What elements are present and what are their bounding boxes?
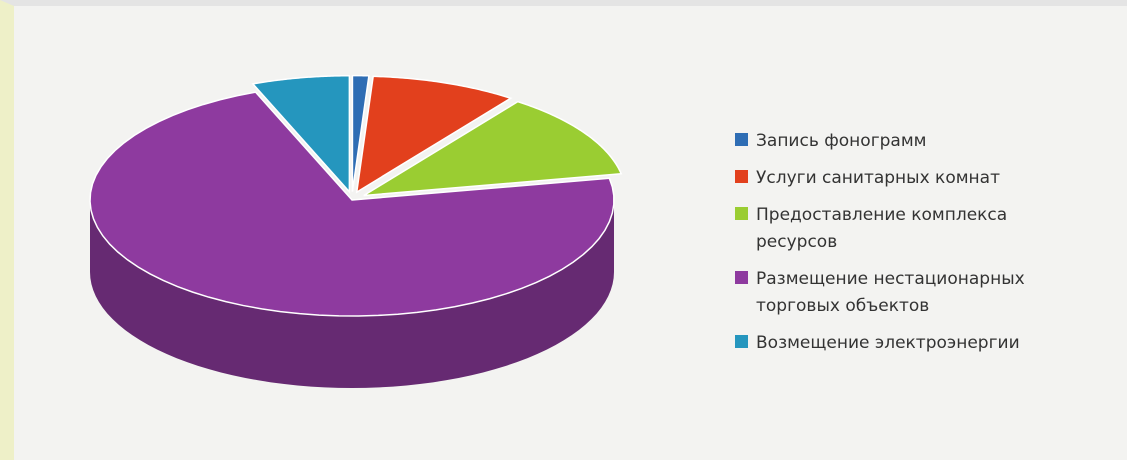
legend-item: Запись фонограмм [735, 128, 1085, 155]
pie-slice [351, 74, 370, 192]
legend-swatch [735, 271, 748, 284]
legend-label: Размещение нестационарных торговых объек… [756, 269, 1025, 316]
pie-side [90, 200, 614, 388]
legend-label: Услуги санитарных комнат [756, 168, 1000, 188]
pie-slice [89, 91, 615, 317]
legend-swatch [735, 335, 748, 348]
legend-swatch [735, 170, 748, 183]
pie-slice [363, 100, 623, 197]
pie-slice [251, 74, 351, 194]
legend-item: Предоставление комплекса ресурсов [735, 202, 1085, 256]
legend-swatch [735, 133, 748, 146]
legend-label: Возмещение электроэнергии [756, 333, 1020, 353]
legend-label: Предоставление комплекса ресурсов [756, 205, 1008, 252]
legend-item: Услуги санитарных комнат [735, 165, 1085, 192]
legend-swatch [735, 207, 748, 220]
pie-slice [355, 75, 513, 194]
legend-item: Размещение нестационарных торговых объек… [735, 266, 1085, 320]
legend-label: Запись фонограмм [756, 131, 927, 151]
legend-item: Возмещение электроэнергии [735, 330, 1085, 357]
legend: Запись фонограмм Услуги санитарных комнат… [735, 128, 1085, 367]
